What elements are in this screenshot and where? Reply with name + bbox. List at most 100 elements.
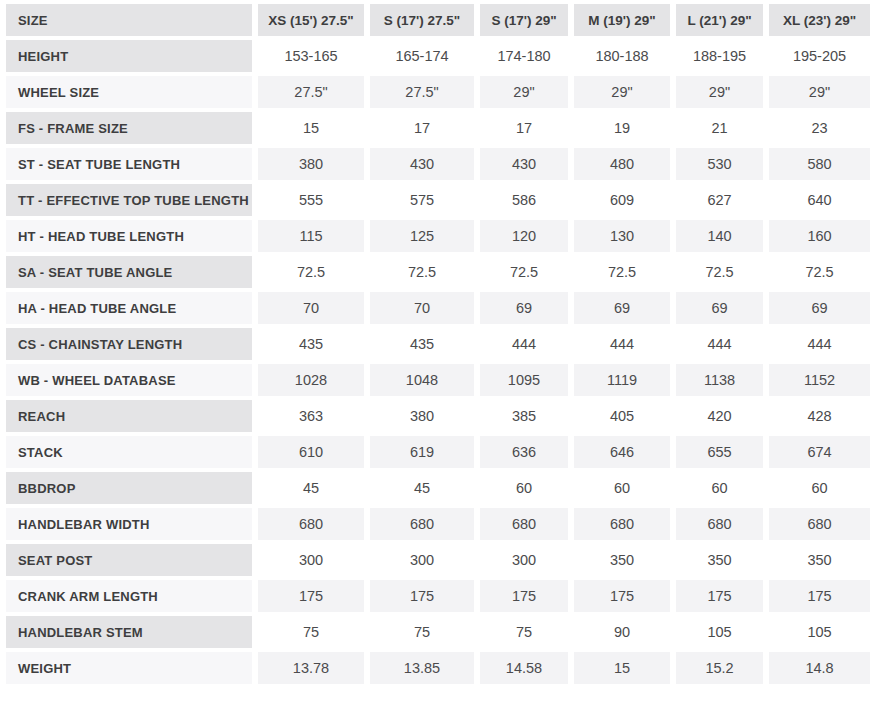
value-cell: 180-188 (574, 40, 670, 72)
value-cell: 29" (480, 76, 568, 108)
row-label: CS - CHAINSTAY LENGTH (6, 328, 252, 360)
value-cell: 646 (574, 436, 670, 468)
value-cell: 188-195 (676, 40, 763, 72)
value-cell: 175 (769, 580, 870, 612)
value-cell: 555 (258, 184, 364, 216)
table-row: HT - HEAD TUBE LENGTH115125120130140160 (6, 220, 870, 252)
value-cell: 29" (769, 76, 870, 108)
value-cell: 1048 (370, 364, 474, 396)
value-cell: 480 (574, 148, 670, 180)
value-cell: 674 (769, 436, 870, 468)
value-cell: 300 (480, 544, 568, 576)
value-cell: 610 (258, 436, 364, 468)
column-header: XL (23') 29" (769, 4, 870, 36)
value-cell: 70 (370, 292, 474, 324)
column-header: XS (15') 27.5" (258, 4, 364, 36)
value-cell: 165-174 (370, 40, 474, 72)
value-cell: 72.5 (480, 256, 568, 288)
value-cell: 29" (676, 76, 763, 108)
row-label: HANDLEBAR WIDTH (6, 508, 252, 540)
column-header: S (17') 29" (480, 4, 568, 36)
value-cell: 175 (258, 580, 364, 612)
value-cell: 125 (370, 220, 474, 252)
value-cell: 69 (676, 292, 763, 324)
page: SIZEXS (15') 27.5"S (17') 27.5"S (17') 2… (0, 0, 876, 703)
table-row: ST - SEAT TUBE LENGTH380430430480530580 (6, 148, 870, 180)
value-cell: 300 (258, 544, 364, 576)
value-cell: 175 (676, 580, 763, 612)
table-row: HA - HEAD TUBE ANGLE707069696969 (6, 292, 870, 324)
value-cell: 680 (769, 508, 870, 540)
value-cell: 153-165 (258, 40, 364, 72)
value-cell: 1119 (574, 364, 670, 396)
row-label: REACH (6, 400, 252, 432)
table-row: WB - WHEEL DATABASE102810481095111911381… (6, 364, 870, 396)
value-cell: 13.85 (370, 652, 474, 684)
value-cell: 380 (258, 148, 364, 180)
header-row: SIZEXS (15') 27.5"S (17') 27.5"S (17') 2… (6, 4, 870, 36)
value-cell: 350 (676, 544, 763, 576)
value-cell: 175 (480, 580, 568, 612)
value-cell: 60 (769, 472, 870, 504)
value-cell: 619 (370, 436, 474, 468)
row-label: WEIGHT (6, 652, 252, 684)
value-cell: 120 (480, 220, 568, 252)
value-cell: 430 (480, 148, 568, 180)
value-cell: 72.5 (370, 256, 474, 288)
value-cell: 350 (574, 544, 670, 576)
value-cell: 70 (258, 292, 364, 324)
table-row: WEIGHT13.7813.8514.581515.214.8 (6, 652, 870, 684)
table-row: TT - EFFECTIVE TOP TUBE LENGTH5555755866… (6, 184, 870, 216)
value-cell: 69 (480, 292, 568, 324)
value-cell: 75 (370, 616, 474, 648)
value-cell: 385 (480, 400, 568, 432)
value-cell: 530 (676, 148, 763, 180)
value-cell: 27.5" (370, 76, 474, 108)
table-row: FS - FRAME SIZE151717192123 (6, 112, 870, 144)
column-header: S (17') 27.5" (370, 4, 474, 36)
value-cell: 13.78 (258, 652, 364, 684)
value-cell: 130 (574, 220, 670, 252)
value-cell: 1138 (676, 364, 763, 396)
value-cell: 175 (370, 580, 474, 612)
value-cell: 72.5 (258, 256, 364, 288)
value-cell: 140 (676, 220, 763, 252)
value-cell: 609 (574, 184, 670, 216)
value-cell: 60 (480, 472, 568, 504)
column-header: L (21') 29" (676, 4, 763, 36)
value-cell: 17 (370, 112, 474, 144)
value-cell: 15 (574, 652, 670, 684)
row-label: HT - HEAD TUBE LENGTH (6, 220, 252, 252)
corner-header-size: SIZE (6, 4, 252, 36)
table-row: HEIGHT153-165165-174174-180180-188188-19… (6, 40, 870, 72)
value-cell: 21 (676, 112, 763, 144)
value-cell: 69 (769, 292, 870, 324)
value-cell: 72.5 (769, 256, 870, 288)
value-cell: 1095 (480, 364, 568, 396)
value-cell: 363 (258, 400, 364, 432)
value-cell: 14.8 (769, 652, 870, 684)
value-cell: 680 (574, 508, 670, 540)
value-cell: 72.5 (676, 256, 763, 288)
table-row: HANDLEBAR STEM75757590105105 (6, 616, 870, 648)
value-cell: 680 (370, 508, 474, 540)
value-cell: 60 (574, 472, 670, 504)
value-cell: 175 (574, 580, 670, 612)
value-cell: 640 (769, 184, 870, 216)
value-cell: 636 (480, 436, 568, 468)
row-label: STACK (6, 436, 252, 468)
value-cell: 69 (574, 292, 670, 324)
value-cell: 72.5 (574, 256, 670, 288)
value-cell: 655 (676, 436, 763, 468)
value-cell: 586 (480, 184, 568, 216)
value-cell: 435 (258, 328, 364, 360)
row-label: CRANK ARM LENGTH (6, 580, 252, 612)
value-cell: 1028 (258, 364, 364, 396)
row-label: ST - SEAT TUBE LENGTH (6, 148, 252, 180)
value-cell: 405 (574, 400, 670, 432)
value-cell: 174-180 (480, 40, 568, 72)
row-label: WB - WHEEL DATABASE (6, 364, 252, 396)
row-label: SA - SEAT TUBE ANGLE (6, 256, 252, 288)
value-cell: 444 (769, 328, 870, 360)
value-cell: 75 (258, 616, 364, 648)
